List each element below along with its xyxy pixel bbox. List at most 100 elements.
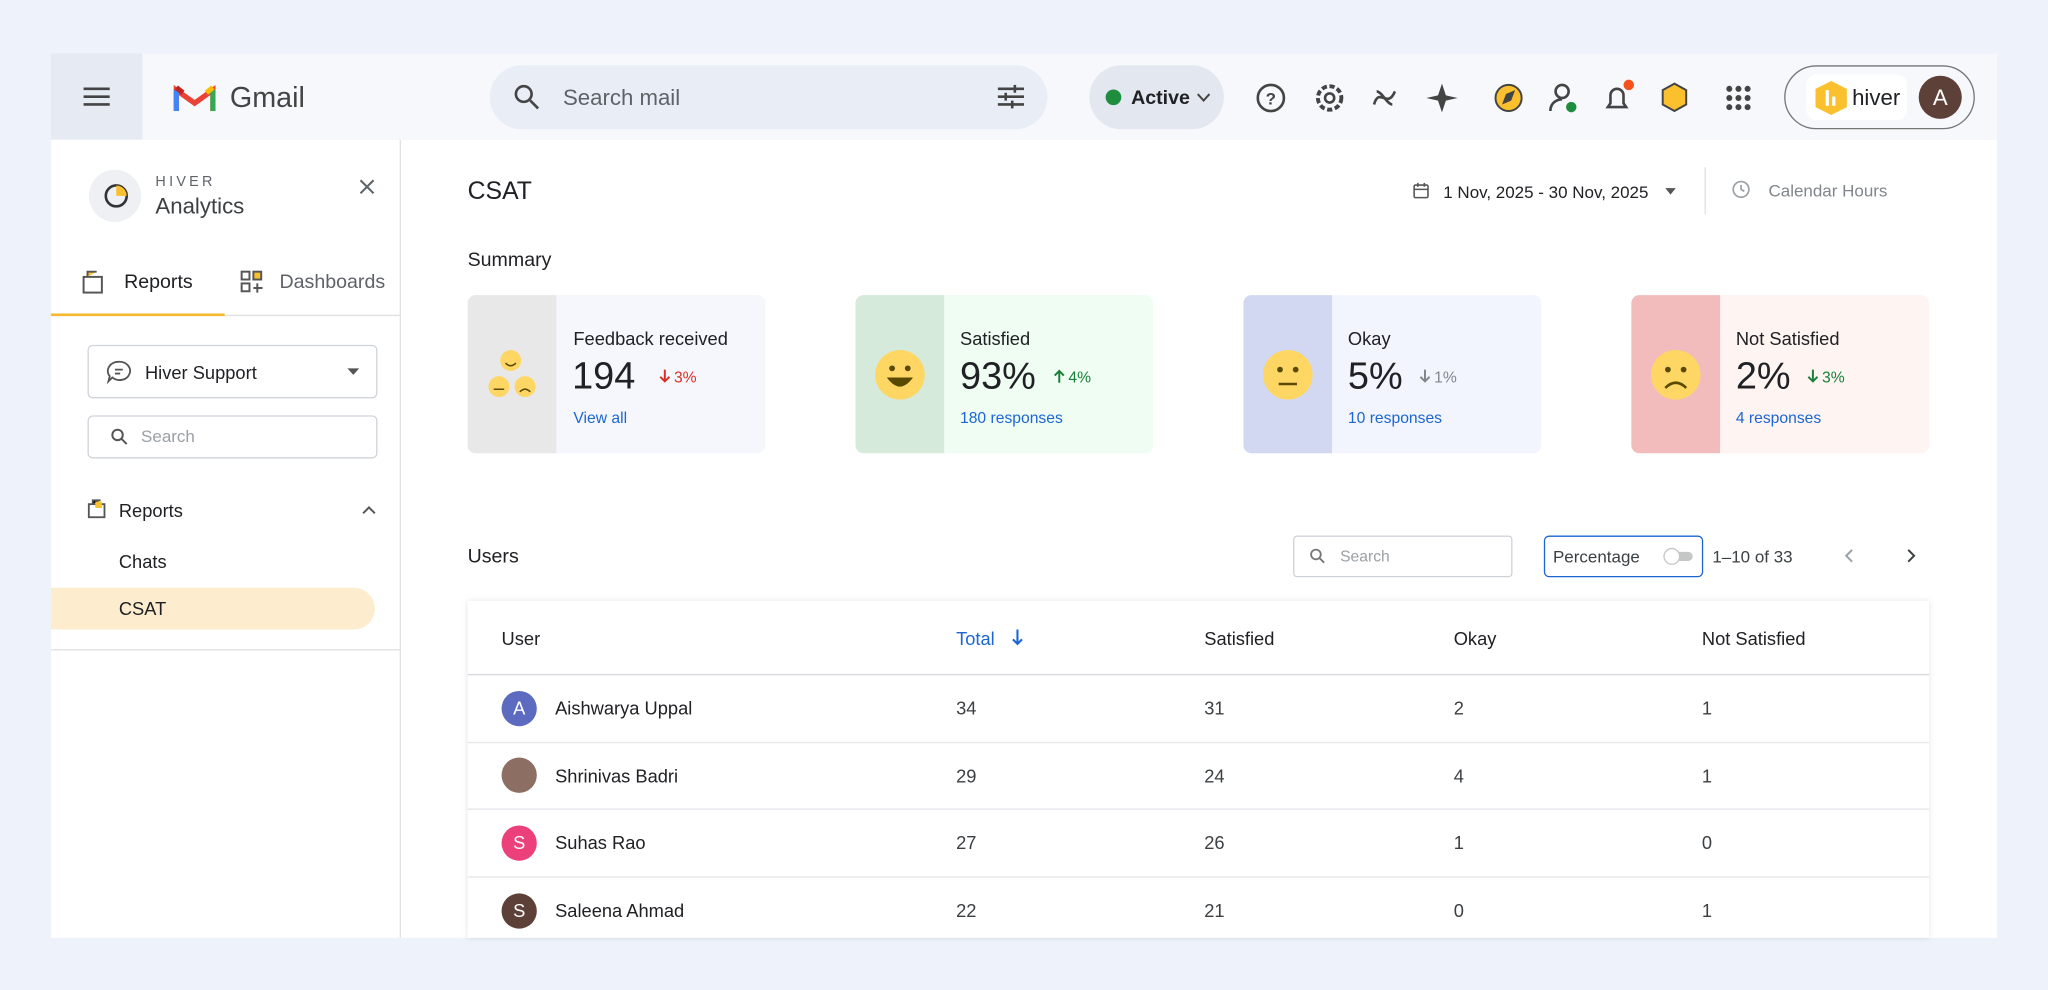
card-change: 3% <box>1822 368 1845 387</box>
users-search-placeholder: Search <box>1340 547 1390 566</box>
trend-down-arrow <box>1419 369 1431 383</box>
filter-icon[interactable] <box>997 84 1024 109</box>
trend-down-arrow <box>659 369 671 383</box>
mixed-faces-icon <box>488 350 536 398</box>
column-header[interactable]: User <box>501 628 541 650</box>
cell: 26 <box>1204 832 1225 854</box>
header-divider <box>1704 167 1706 215</box>
sidebar-brand: HIVER <box>155 174 216 191</box>
card-label: Not Satisfied <box>1735 327 1840 349</box>
dashboards-tab-icon <box>240 270 263 293</box>
nav-item-highlight <box>50 587 375 630</box>
user-name[interactable]: Aishwarya Uppal <box>555 697 693 719</box>
workspace-dropdown[interactable] <box>87 344 378 399</box>
cell: 2 <box>1453 697 1464 719</box>
sidebar-divider <box>50 649 400 651</box>
pagination: 1–10 of 33 <box>1712 546 1793 567</box>
card-change: 1% <box>1434 368 1457 387</box>
column-header[interactable]: Total <box>956 628 995 650</box>
card-link[interactable]: 4 responses <box>1735 408 1822 428</box>
card <box>1720 295 1930 454</box>
account-avatar <box>1918 75 1962 119</box>
tab-dashboards[interactable]: Dashboards <box>279 271 386 294</box>
card-value: 2% <box>1735 355 1791 398</box>
prev-page[interactable] <box>1844 549 1853 563</box>
user-name[interactable]: Saleena Ahmad <box>555 900 685 921</box>
account-avatar-letter: A <box>1932 85 1948 111</box>
user-avatar <box>501 892 537 929</box>
sidebar-search-placeholder: Search <box>141 426 195 447</box>
cell: 31 <box>1204 697 1225 719</box>
sidebar-title: Analytics <box>155 193 245 219</box>
toggle-label: Percentage <box>1552 546 1640 567</box>
sidebar-search-icon <box>111 428 128 445</box>
page-title: CSAT <box>467 178 532 206</box>
card-change: 4% <box>1068 368 1092 387</box>
sidebar-search[interactable] <box>87 415 378 459</box>
card <box>944 295 1154 454</box>
hours-mode[interactable]: Calendar Hours <box>1768 180 1888 201</box>
column-header[interactable]: Not Satisfied <box>1701 628 1806 650</box>
users-table <box>467 600 1930 938</box>
user-avatar <box>501 690 537 726</box>
card-link[interactable]: 180 responses <box>959 408 1063 428</box>
percentage-toggle[interactable] <box>1543 535 1704 578</box>
card-label: Feedback received <box>573 327 728 349</box>
cell: 1 <box>1701 900 1713 921</box>
user-avatar-letter: S <box>513 832 526 854</box>
card-change: 3% <box>673 368 697 387</box>
card-value: 194 <box>572 355 636 398</box>
cell: 0 <box>1453 900 1464 921</box>
card <box>1332 295 1542 454</box>
cell: 29 <box>956 764 977 786</box>
toolbar-icons[interactable]: ? <box>1254 79 1763 115</box>
user-name[interactable]: Shrinivas Badri <box>555 764 679 786</box>
users-search[interactable] <box>1293 535 1513 578</box>
cell: 1 <box>1701 764 1713 786</box>
date-caret <box>1665 188 1676 195</box>
workspace-name: Hiver Support <box>144 361 257 383</box>
nav-item[interactable]: CSAT <box>118 598 167 620</box>
trend-down-arrow <box>1807 369 1819 383</box>
toggle-switch <box>1663 547 1693 565</box>
card-label: Okay <box>1347 327 1391 349</box>
clock-icon <box>1732 180 1750 199</box>
column-header[interactable]: Satisfied <box>1204 628 1275 650</box>
gmail-logo <box>173 85 216 112</box>
date-range[interactable]: 1 Nov, 2025 - 30 Nov, 2025 <box>1443 182 1649 202</box>
hiver-logo <box>1815 80 1847 115</box>
status-label: Active <box>1131 86 1190 110</box>
workspace-caret <box>347 368 360 375</box>
section-title[interactable]: Reports <box>118 500 183 522</box>
card-link[interactable]: View all <box>573 408 628 428</box>
cell: 27 <box>956 832 977 854</box>
cell: 22 <box>956 900 977 921</box>
account-pill[interactable] <box>1784 65 1975 130</box>
next-page[interactable] <box>1907 549 1916 563</box>
tab-reports[interactable]: Reports <box>124 271 193 294</box>
section-icon <box>87 499 106 519</box>
tabs-divider <box>50 314 400 317</box>
reports-tab-icon <box>82 270 103 294</box>
status-caret <box>1196 93 1211 103</box>
section-chevron <box>362 506 376 514</box>
neutral-face-icon <box>1263 350 1313 400</box>
column-header[interactable]: Okay <box>1453 628 1497 650</box>
card <box>556 295 766 454</box>
user-name[interactable]: Suhas Rao <box>555 832 646 854</box>
nav-item[interactable]: Chats <box>118 551 167 573</box>
search-box[interactable] <box>489 65 1048 130</box>
search-placeholder: Search mail <box>562 85 681 111</box>
cell: 1 <box>1701 697 1713 719</box>
close-icon[interactable] <box>359 179 375 195</box>
cell: 21 <box>1204 900 1225 921</box>
card-link[interactable]: 10 responses <box>1347 408 1443 428</box>
cell: 1 <box>1453 832 1464 854</box>
cell: 24 <box>1204 764 1225 786</box>
card-value: 5% <box>1347 355 1403 398</box>
row-divider <box>467 741 1930 743</box>
calendar-icon <box>1413 182 1429 199</box>
row-divider <box>467 808 1930 811</box>
